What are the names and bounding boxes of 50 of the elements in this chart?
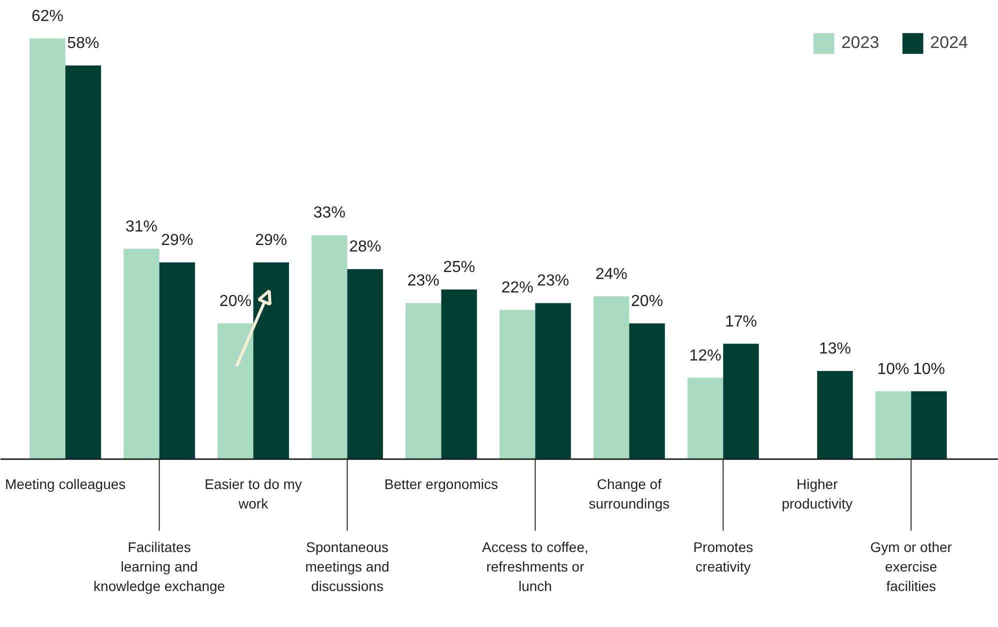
data-label: 58% xyxy=(67,35,100,52)
x-tick-label: Meeting colleagues xyxy=(5,476,126,492)
bar xyxy=(312,235,348,460)
data-label: 20% xyxy=(219,292,252,310)
bar xyxy=(124,248,160,460)
bar xyxy=(347,269,383,460)
x-tick-label: Change of surroundings xyxy=(588,476,670,512)
x-tick-label: Access to coffee, refreshments or lunch xyxy=(482,539,588,594)
x-tick-label: Higher productivity xyxy=(782,476,853,512)
bar xyxy=(875,391,912,460)
bar xyxy=(406,303,442,460)
data-label: 20% xyxy=(631,292,664,310)
legend-label: 2023 xyxy=(841,33,880,53)
bar xyxy=(159,262,196,460)
bar xyxy=(500,310,536,460)
data-label: 29% xyxy=(255,232,288,249)
x-tick-label: Easier to do my work xyxy=(204,476,302,512)
data-label: 62% xyxy=(31,8,64,25)
bar xyxy=(218,323,254,460)
bar xyxy=(911,391,947,460)
x-tick-label: Better ergonomics xyxy=(384,476,498,492)
data-label: 12% xyxy=(689,347,722,364)
bar xyxy=(723,344,759,460)
data-label: 33% xyxy=(313,204,346,222)
data-label: 24% xyxy=(595,266,628,283)
data-label: 28% xyxy=(349,238,382,256)
data-label: 17% xyxy=(725,313,758,330)
bar xyxy=(30,38,66,460)
data-label: 23% xyxy=(537,272,570,290)
data-label: 29% xyxy=(161,232,194,249)
bar xyxy=(65,66,102,460)
data-label: 10% xyxy=(912,360,945,378)
x-tick-label: Gym or other exercise facilities xyxy=(870,539,952,594)
data-label: 23% xyxy=(407,272,440,290)
data-label: 31% xyxy=(125,218,158,236)
legend-label: 2024 xyxy=(930,33,968,53)
x-tick-label: Promotes creativity xyxy=(693,539,754,574)
data-label: 10% xyxy=(877,360,910,378)
bar xyxy=(687,378,724,460)
bar xyxy=(629,323,665,460)
x-tick-label: Facilitates learning and knowledge exchange xyxy=(94,539,226,594)
bar xyxy=(593,296,630,460)
bar xyxy=(817,370,853,460)
data-label: 25% xyxy=(443,259,476,276)
bar xyxy=(253,262,289,460)
bar xyxy=(535,303,571,460)
data-label: 22% xyxy=(501,279,534,296)
x-tick-label: Spontaneous meetings and discussions xyxy=(305,539,390,594)
bar xyxy=(441,290,477,460)
data-label: 13% xyxy=(818,340,852,358)
